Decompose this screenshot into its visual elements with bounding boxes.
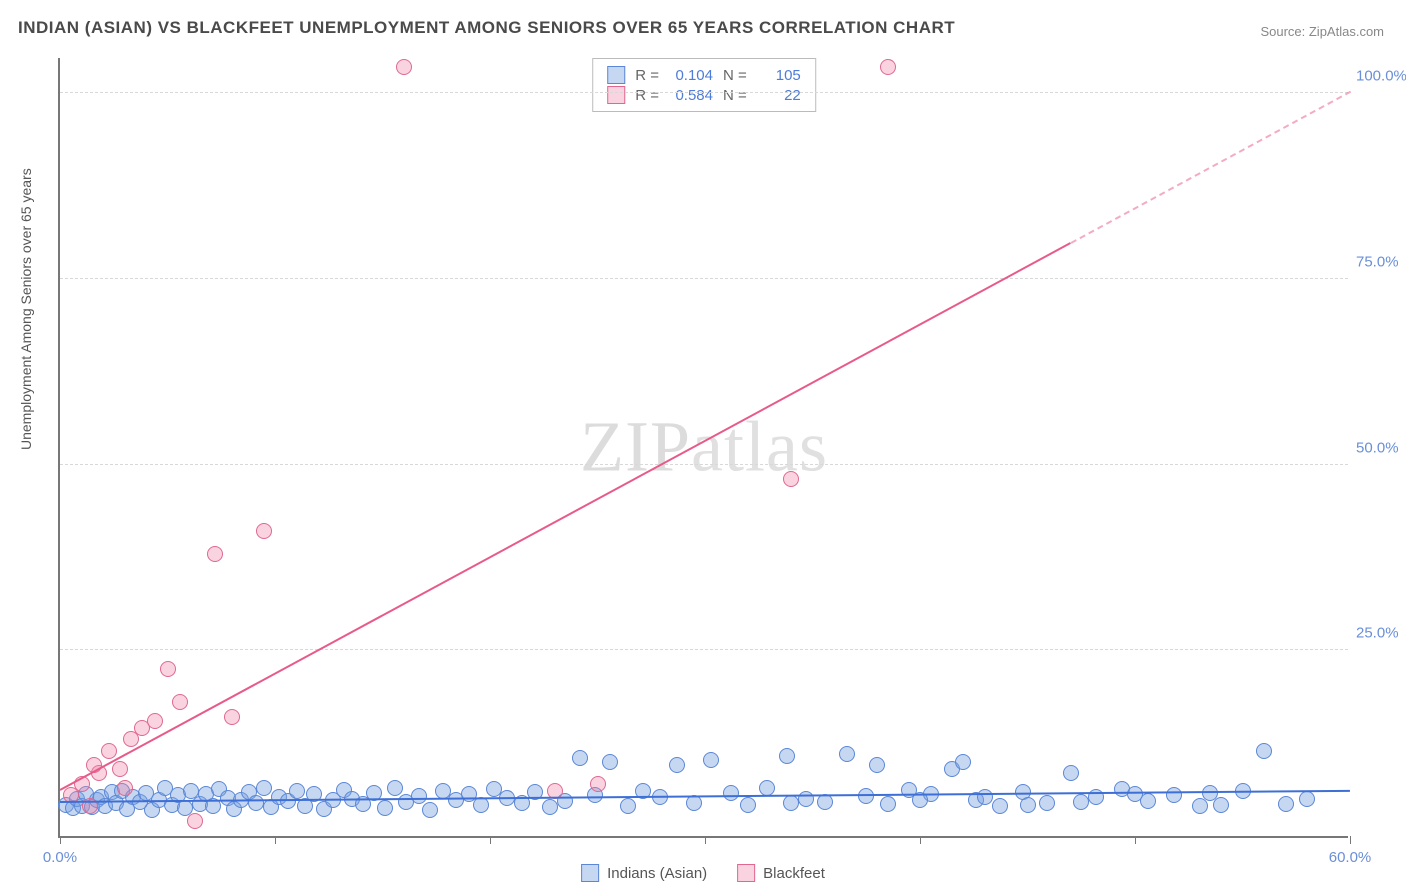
- data-point-indians: [955, 754, 971, 770]
- data-point-indians: [977, 789, 993, 805]
- data-point-indians: [723, 785, 739, 801]
- data-point-indians: [869, 757, 885, 773]
- trendline-blackfeet: [60, 243, 1071, 792]
- data-point-indians: [1256, 743, 1272, 759]
- r-label: R =: [635, 67, 659, 84]
- data-point-indians: [783, 795, 799, 811]
- data-point-indians: [256, 780, 272, 796]
- stats-row: R = 0.584 N = 22: [607, 86, 801, 104]
- y-axis-label: Unemployment Among Seniors over 65 years: [18, 168, 34, 450]
- data-point-indians: [602, 754, 618, 770]
- watermark-zip: ZIP: [580, 407, 691, 487]
- legend-swatch: [607, 66, 625, 84]
- data-point-indians: [740, 797, 756, 813]
- scatter-plot-area: ZIPatlas R =0.104N =105R =0.584N =22 25.…: [58, 58, 1348, 838]
- n-label: N =: [723, 87, 747, 104]
- data-point-blackfeet: [224, 709, 240, 725]
- data-point-indians: [1213, 797, 1229, 813]
- legend-item: Blackfeet: [737, 864, 825, 882]
- data-point-blackfeet: [256, 523, 272, 539]
- data-point-blackfeet: [187, 813, 203, 829]
- data-point-indians: [703, 752, 719, 768]
- correlation-stats-box: R = 0.104 N = 105 R = 0.584 N = 22: [592, 58, 816, 112]
- y-tick-label: 50.0%: [1356, 439, 1406, 456]
- data-point-indians: [1063, 765, 1079, 781]
- data-point-indians: [759, 780, 775, 796]
- data-point-blackfeet: [147, 713, 163, 729]
- n-label: N =: [723, 67, 747, 84]
- x-tick-label: 60.0%: [1329, 849, 1372, 866]
- x-tick-label: 0.0%: [43, 849, 77, 866]
- data-point-indians: [1299, 791, 1315, 807]
- legend-label: Indians (Asian): [607, 865, 707, 882]
- x-tick: [490, 836, 491, 844]
- data-point-blackfeet: [207, 546, 223, 562]
- data-point-blackfeet: [101, 743, 117, 759]
- data-point-blackfeet: [783, 471, 799, 487]
- data-point-blackfeet: [112, 761, 128, 777]
- data-point-indians: [377, 800, 393, 816]
- y-tick-label: 100.0%: [1356, 68, 1406, 85]
- data-point-blackfeet: [880, 59, 896, 75]
- gridline-h: [60, 92, 1348, 93]
- gridline-h: [60, 649, 1348, 650]
- data-point-indians: [620, 798, 636, 814]
- data-point-indians: [572, 750, 588, 766]
- data-point-indians: [1020, 797, 1036, 813]
- data-point-indians: [779, 748, 795, 764]
- data-point-indians: [880, 796, 896, 812]
- data-point-indians: [1166, 787, 1182, 803]
- data-point-blackfeet: [396, 59, 412, 75]
- data-point-indians: [1039, 795, 1055, 811]
- data-point-indians: [992, 798, 1008, 814]
- chart-title: INDIAN (ASIAN) VS BLACKFEET UNEMPLOYMENT…: [18, 18, 955, 38]
- data-point-indians: [411, 788, 427, 804]
- data-point-indians: [1278, 796, 1294, 812]
- gridline-h: [60, 464, 1348, 465]
- data-point-indians: [1073, 794, 1089, 810]
- legend-item: Indians (Asian): [581, 864, 707, 882]
- series-legend: Indians (Asian) Blackfeet: [581, 864, 825, 882]
- y-tick-label: 75.0%: [1356, 253, 1406, 270]
- data-point-blackfeet: [117, 780, 133, 796]
- legend-label: Blackfeet: [763, 865, 825, 882]
- legend-swatch: [737, 864, 755, 882]
- x-tick: [275, 836, 276, 844]
- data-point-indians: [248, 795, 264, 811]
- data-point-indians: [798, 791, 814, 807]
- data-point-indians: [839, 746, 855, 762]
- data-point-indians: [289, 783, 305, 799]
- r-value: 0.104: [669, 67, 713, 84]
- data-point-indians: [1192, 798, 1208, 814]
- data-point-indians: [542, 799, 558, 815]
- r-label: R =: [635, 87, 659, 104]
- trendline-blackfeet-extrapolated: [1070, 91, 1350, 244]
- x-tick: [705, 836, 706, 844]
- x-tick: [1350, 836, 1351, 844]
- gridline-h: [60, 278, 1348, 279]
- watermark-atlas: atlas: [691, 407, 828, 487]
- legend-swatch: [581, 864, 599, 882]
- x-tick: [1135, 836, 1136, 844]
- data-point-indians: [422, 802, 438, 818]
- r-value: 0.584: [669, 87, 713, 104]
- n-value: 22: [757, 87, 801, 104]
- y-tick-label: 25.0%: [1356, 625, 1406, 642]
- data-point-blackfeet: [172, 694, 188, 710]
- x-tick: [60, 836, 61, 844]
- x-tick: [920, 836, 921, 844]
- data-point-blackfeet: [160, 661, 176, 677]
- data-point-blackfeet: [590, 776, 606, 792]
- legend-swatch: [607, 86, 625, 104]
- n-value: 105: [757, 67, 801, 84]
- source-attribution: Source: ZipAtlas.com: [1260, 24, 1384, 39]
- data-point-indians: [669, 757, 685, 773]
- stats-row: R = 0.104 N = 105: [607, 66, 801, 84]
